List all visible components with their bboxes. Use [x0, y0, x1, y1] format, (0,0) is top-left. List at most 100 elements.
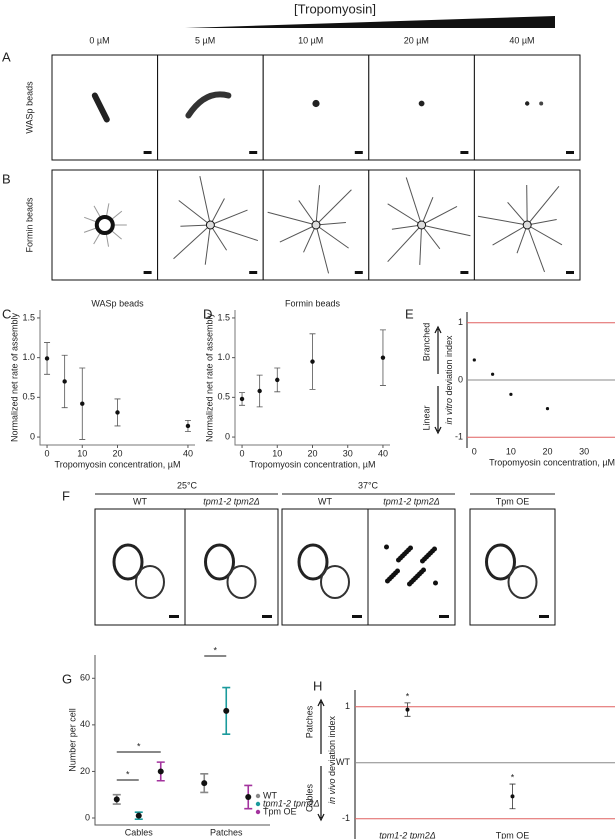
y-tick-label: 1.5 — [22, 312, 35, 322]
significance-star: * — [126, 769, 130, 779]
x-tick-label: tpm1-2 tpm2Δ — [379, 830, 436, 839]
y-tick-label: 1.5 — [217, 312, 230, 322]
patch — [420, 558, 425, 564]
scale-bar — [143, 151, 152, 154]
temperature-label: 25°C — [177, 480, 198, 490]
filament — [387, 224, 422, 263]
bead — [539, 101, 544, 106]
arrow — [317, 698, 325, 822]
scale-bar — [249, 151, 258, 154]
legend-label: WT — [263, 790, 277, 800]
x-axis-label: Tropomyosin concentration, µM — [55, 459, 181, 469]
row-label: WASp beads — [24, 81, 34, 134]
filament — [421, 224, 441, 250]
filament — [315, 222, 346, 226]
filament — [391, 224, 422, 230]
cell — [507, 565, 538, 599]
y-tick-label: -1 — [455, 432, 463, 442]
filament — [315, 224, 330, 274]
lower-label: Cables — [304, 783, 314, 812]
point — [257, 388, 262, 394]
y-tick-label: 0.5 — [217, 392, 230, 402]
y-tick-label: 20 — [80, 766, 90, 776]
filament — [527, 219, 557, 226]
cell — [135, 565, 165, 599]
strain-label: Tpm OE — [496, 496, 530, 506]
point — [491, 372, 495, 376]
point — [545, 407, 550, 411]
axis — [94, 655, 270, 826]
filament — [303, 224, 317, 253]
micrograph — [368, 54, 475, 161]
filament — [477, 215, 528, 226]
concentration-label: 5 µM — [195, 35, 215, 45]
filament — [178, 200, 211, 226]
micrograph — [473, 54, 581, 161]
bead — [94, 215, 115, 235]
x-tick-label: 10 — [506, 446, 516, 456]
cell — [226, 565, 257, 599]
filament — [315, 224, 349, 249]
y-tick-label: 0.5 — [22, 392, 35, 402]
legend-swatch — [255, 793, 261, 799]
filament — [315, 185, 320, 226]
x-tick-label: 40 — [378, 448, 388, 458]
scale-bar — [143, 271, 152, 274]
panel-label: B — [2, 171, 11, 186]
mean-point — [113, 796, 120, 803]
x-tick-label: 0 — [45, 448, 50, 458]
x-axis-label: Tropomyosin concentration, µM — [250, 459, 376, 469]
micrograph — [262, 54, 370, 161]
filament — [209, 224, 228, 251]
axis — [234, 310, 390, 446]
bead — [205, 220, 215, 230]
scale-bar — [352, 615, 362, 618]
x-tick-label: 0 — [472, 446, 477, 456]
y-tick-label: 1 — [458, 317, 463, 327]
scale-bar — [460, 271, 469, 274]
scale-bar — [169, 615, 179, 618]
panel-label: E — [405, 306, 414, 321]
x-tick-label: 10 — [77, 448, 87, 458]
x-tick-label: 20 — [112, 448, 122, 458]
y-tick-label: 0 — [458, 374, 463, 384]
concentration-label: 20 µM — [404, 35, 429, 45]
filament — [419, 224, 423, 265]
scale-bar — [354, 271, 363, 274]
filament — [279, 224, 317, 243]
y-tick-label: 1 — [345, 701, 350, 711]
filament — [173, 224, 211, 260]
filament — [421, 205, 458, 226]
micrograph — [157, 54, 264, 161]
x-tick-label: Tpm OE — [496, 830, 530, 839]
concentration-label: 40 µM — [509, 35, 534, 45]
x-tick-label: Cables — [125, 827, 154, 837]
filament — [204, 224, 211, 265]
legend-label: tpm1-2 tpm2Δ — [263, 798, 320, 808]
point — [472, 358, 476, 362]
temperature-label: 37°C — [358, 480, 379, 490]
filament — [507, 201, 528, 226]
header: [Tropomyosin] — [294, 1, 376, 16]
scale-bar — [566, 271, 574, 274]
point — [405, 707, 410, 712]
scale-bar — [460, 151, 469, 154]
concentration-label: 0 µM — [89, 35, 109, 45]
x-tick-label: 40 — [183, 448, 193, 458]
patch — [384, 544, 389, 550]
significance-star: * — [406, 691, 410, 701]
strain-label: tpm1-2 tpm2Δ — [203, 496, 260, 506]
filament — [180, 224, 211, 227]
cell — [204, 543, 235, 581]
bead — [312, 99, 320, 108]
x-tick-label: 30 — [579, 446, 589, 456]
filament — [492, 224, 528, 246]
point — [185, 423, 191, 429]
panel-label: H — [313, 678, 322, 693]
bead — [311, 220, 321, 230]
row-label: Formin beads — [24, 197, 34, 253]
panel-label: F — [62, 488, 70, 503]
y-axis-label-text: deviation index — [444, 335, 454, 396]
filament — [209, 198, 225, 226]
